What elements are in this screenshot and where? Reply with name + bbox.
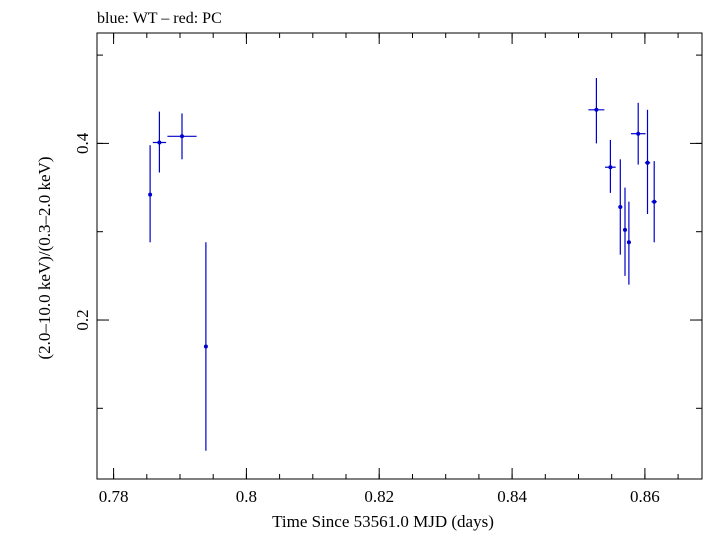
point-marker <box>180 134 184 139</box>
plot-frame <box>96 32 703 480</box>
y-tick-label: 0.4 <box>73 132 92 154</box>
data-point <box>148 145 153 243</box>
data-point <box>618 159 623 255</box>
y-tick-label: 0.2 <box>73 309 92 330</box>
point-marker <box>148 192 153 197</box>
data-point <box>644 109 651 214</box>
chart-title: blue: WT – red: PC <box>97 10 222 27</box>
data-point <box>626 201 631 285</box>
point-marker <box>636 131 641 136</box>
point-marker <box>623 227 627 232</box>
data-point <box>588 78 605 144</box>
x-axis-label: Time Since 53561.0 MJD (days) <box>272 512 494 531</box>
x-tick-label: 0.86 <box>630 487 660 506</box>
x-tick-label: 0.8 <box>236 487 257 506</box>
data-point <box>167 113 197 160</box>
axis-ticks <box>97 33 702 479</box>
point-marker <box>626 240 631 245</box>
data-point <box>152 111 167 173</box>
data-point <box>630 102 646 165</box>
point-marker <box>157 140 162 145</box>
data-point <box>623 187 627 276</box>
point-marker <box>203 344 208 349</box>
x-tick-label: 0.82 <box>364 487 394 506</box>
x-tick-label: 0.78 <box>99 487 129 506</box>
data-point <box>203 242 208 451</box>
point-marker <box>608 165 613 170</box>
x-tick-label: 0.84 <box>497 487 527 506</box>
data-points <box>148 78 657 451</box>
y-axis-label: (2.0–10.0 keV)/(0.3–2.0 keV) <box>35 156 54 359</box>
point-marker <box>594 107 599 112</box>
data-point <box>605 139 616 193</box>
point-marker <box>618 205 623 209</box>
point-marker <box>652 199 657 204</box>
axis-tick-labels: 0.78 0.8 0.82 0.84 0.86 0.2 0.4 <box>73 132 660 506</box>
point-marker <box>645 160 650 165</box>
data-point <box>651 161 657 243</box>
